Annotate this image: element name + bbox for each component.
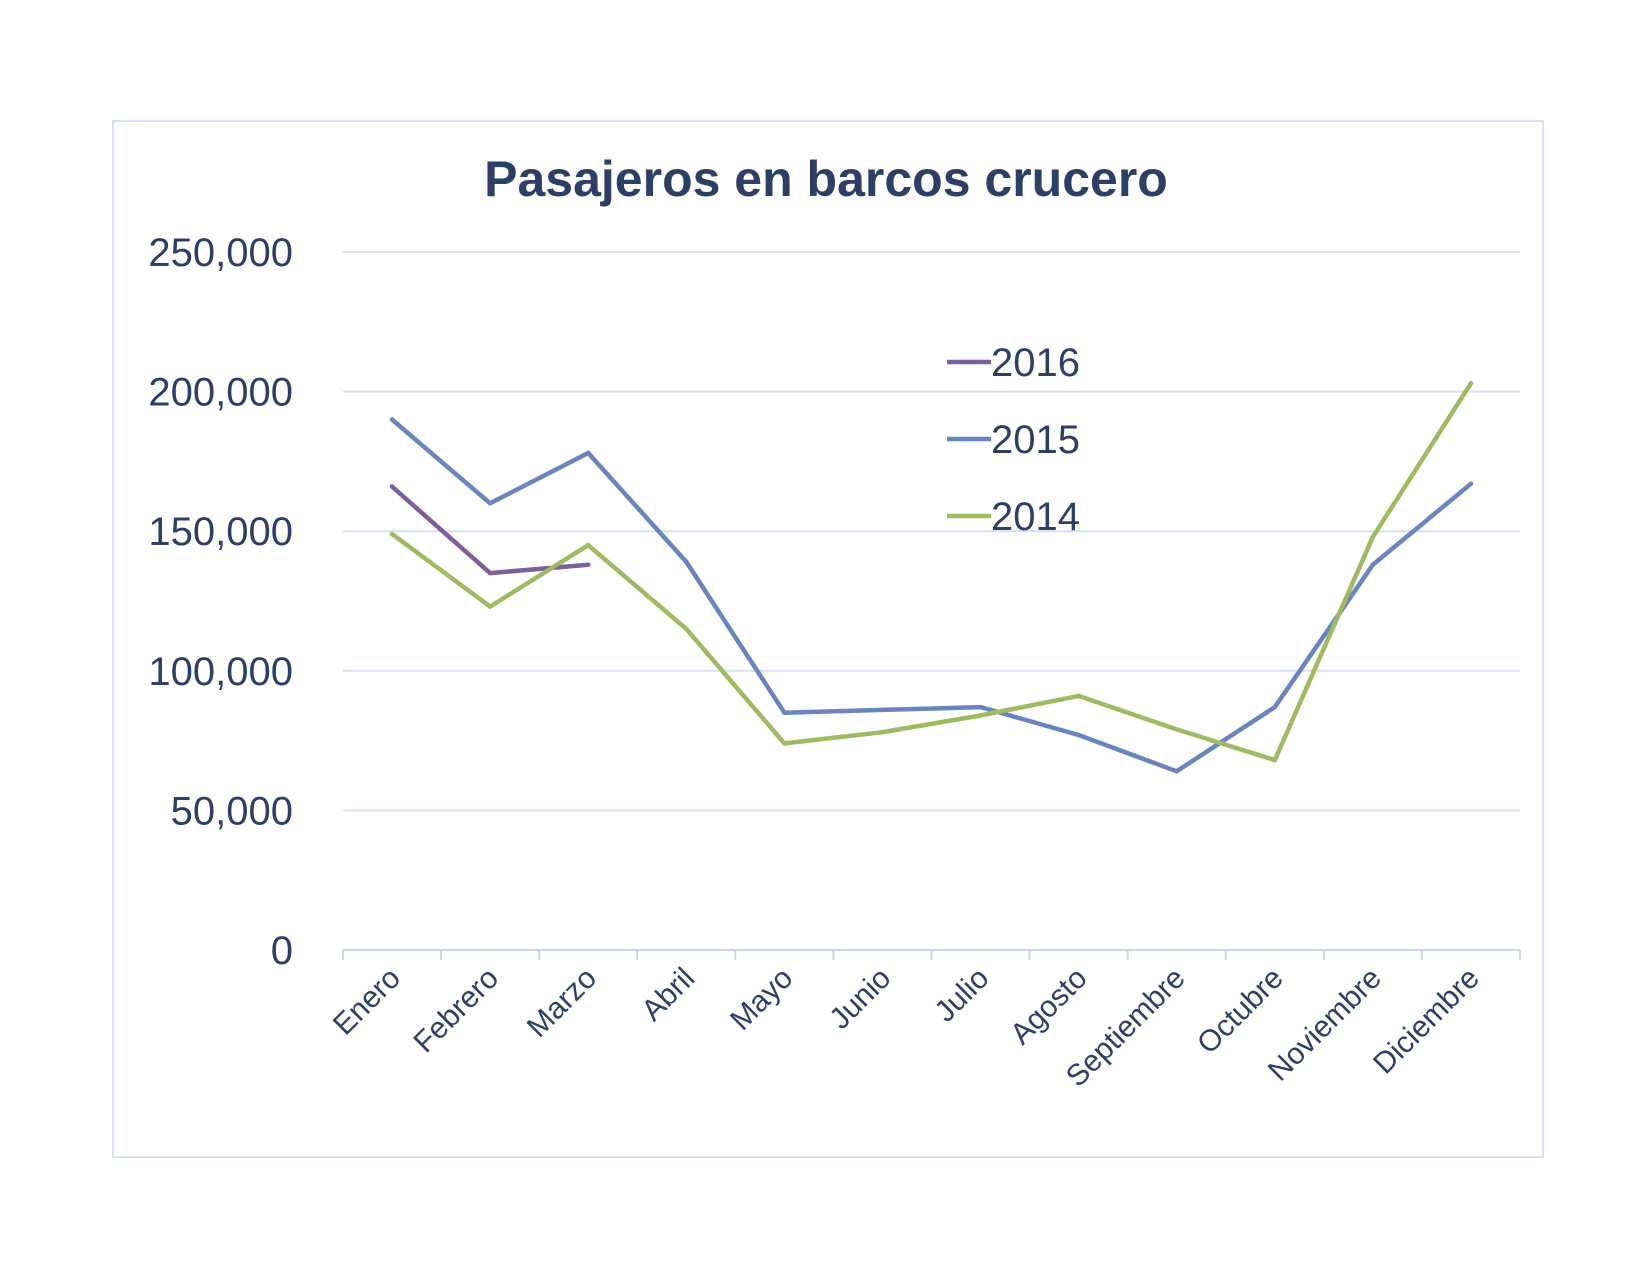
data-point [978,704,983,710]
series-2015 [389,417,1474,774]
data-point [585,542,591,548]
legend: 2016 2015 2014 [947,341,1080,539]
data-point [1468,481,1474,486]
y-tick-label: 0 [271,929,293,973]
data-point [1174,727,1179,732]
legend-label: 2016 [991,341,1080,385]
data-point [684,626,689,632]
data-point [1370,562,1376,567]
gridlines [343,251,1520,812]
data-point [782,741,787,746]
data-point [1370,534,1376,540]
chart-frame [112,120,1544,1158]
y-tick-label: 50,000 [171,789,293,833]
data-point [978,713,983,718]
data-point [389,484,395,489]
series-2014 [389,380,1474,763]
y-tick-label: 250,000 [148,231,293,275]
y-axis-tick-labels: 0 50,000 100,000 150,000 200,000 250,000 [148,231,293,973]
data-point [389,417,395,422]
data-point [1468,380,1474,386]
data-point [1272,757,1278,763]
y-tick-label: 150,000 [148,510,293,554]
data-point [684,559,689,565]
legend-item: 2015 [947,418,1080,462]
data-point [1174,769,1179,774]
data-point [389,531,395,537]
data-point [782,710,787,715]
data-point [487,501,493,506]
legend-item: 2016 [947,341,1080,385]
legend-label: 2015 [991,418,1080,462]
series-line [389,380,1474,763]
data-point [585,450,591,456]
data-point [487,604,493,609]
y-tick-label: 200,000 [148,371,293,415]
data-point [487,570,493,576]
y-tick-label: 100,000 [148,650,293,694]
series-lines [389,380,1474,774]
x-axis [342,949,1521,960]
data-point [1076,693,1081,699]
legend-label: 2014 [991,495,1080,539]
data-point [585,562,591,567]
data-point [880,729,885,735]
data-point [1076,732,1081,738]
data-point [1272,704,1278,710]
series-line [389,417,1474,774]
chart-title: Pasajeros en barcos crucero [484,151,1168,207]
data-point [880,707,885,713]
legend-item: 2014 [947,495,1080,539]
